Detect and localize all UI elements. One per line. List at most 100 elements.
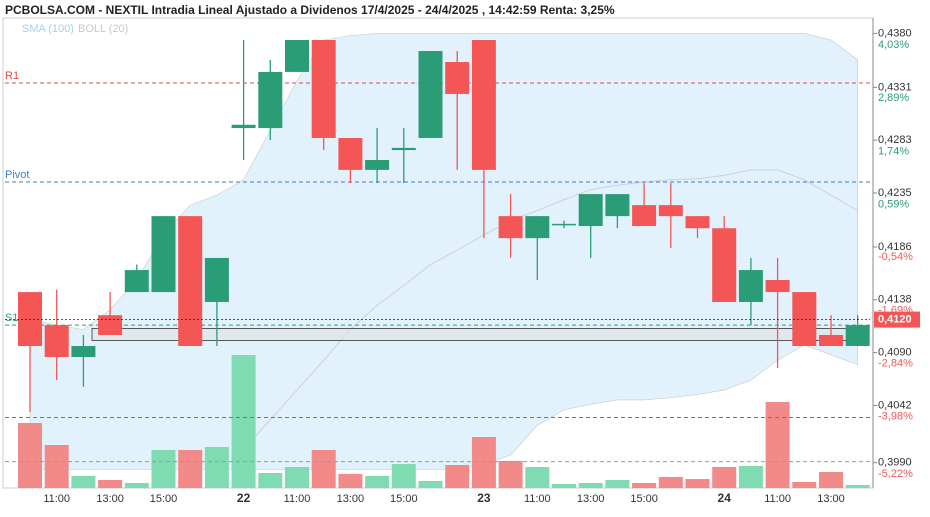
y2-tick-label: 4,03%: [878, 39, 909, 51]
candle-body: [471, 40, 496, 170]
volume-bar: [311, 450, 336, 488]
y2-tick-label: 0,59%: [878, 199, 909, 211]
y-tick-label: 0,4380: [878, 27, 912, 39]
candle-body: [418, 51, 443, 138]
volume-bar: [44, 445, 69, 488]
y-tick-label: 0,4042: [878, 399, 912, 411]
volume-bar: [98, 480, 123, 488]
y2-tick-label: -2,84%: [878, 358, 913, 370]
candle-body: [525, 216, 550, 239]
chart-title: PCBOLSA.COM - NEXTIL Intradia Lineal Aju…: [5, 3, 615, 17]
x-tick-label: 11:00: [524, 493, 551, 505]
level-label: S1: [5, 312, 18, 324]
x-tick-label: 11:00: [43, 493, 70, 505]
volume-bar: [819, 472, 843, 488]
candle-body: [445, 62, 470, 94]
candle-body: [231, 124, 256, 129]
candle-body: [552, 223, 576, 226]
y-tick-label: 0,3990: [878, 457, 912, 469]
level-label: Pivot: [5, 169, 29, 181]
candle-body: [738, 270, 763, 302]
volume-bar: [231, 355, 256, 488]
volume-bar: [471, 437, 496, 488]
y2-tick-label: -3,98%: [878, 410, 913, 422]
volume-bar: [845, 485, 870, 488]
candle-body: [685, 216, 710, 229]
y-tick-label: 0,4331: [878, 81, 912, 93]
x-tick-label: 24: [718, 491, 732, 505]
volume-bar: [685, 479, 710, 488]
legend-boll: BOLL (20): [78, 23, 128, 35]
volume-bar: [258, 473, 283, 488]
volume-bar: [632, 483, 657, 488]
volume-bar: [18, 423, 42, 488]
volume-bar: [285, 467, 309, 488]
candle-body: [658, 205, 683, 217]
y-tick-label: 0,4186: [878, 241, 912, 253]
candle-body: [258, 71, 283, 129]
legend-sma: SMA (100): [22, 23, 74, 35]
x-tick-label: 11:00: [764, 493, 791, 505]
volume-bar: [391, 464, 416, 488]
volume-bar: [204, 447, 229, 488]
candle-body: [178, 216, 203, 347]
volume-bar: [365, 476, 390, 488]
x-tick-label: 15:00: [390, 493, 418, 505]
candle-body: [98, 315, 123, 336]
candle-body: [605, 194, 630, 217]
volume-bar: [525, 467, 550, 488]
volume-bar: [151, 450, 176, 488]
candle-body: [578, 194, 603, 227]
level-label: R1: [5, 70, 19, 82]
y-tick-label: 0,4138: [878, 294, 912, 306]
volume-bar: [658, 477, 683, 488]
y-tick-label: 0,4090: [878, 347, 912, 359]
price-zone: [91, 327, 867, 341]
candle-body: [365, 159, 390, 170]
volume-bar: [124, 483, 149, 488]
candle-body: [712, 228, 737, 302]
candle-body: [819, 335, 843, 347]
y2-tick-label: -0,54%: [878, 251, 913, 263]
y2-tick-label: -5,22%: [878, 468, 913, 480]
volume-bar: [71, 476, 96, 488]
volume-bar: [552, 484, 576, 488]
y-tick-label: 0,4235: [878, 187, 912, 199]
candle-body: [18, 292, 42, 347]
x-tick-label: 15:00: [150, 493, 178, 505]
x-tick-label: 11:00: [284, 493, 311, 505]
y-tick-label: 0,4283: [878, 134, 912, 146]
candle-body: [632, 205, 657, 227]
candle-body: [204, 257, 229, 302]
x-tick-label: 23: [477, 491, 491, 505]
candle-body: [792, 292, 817, 347]
last-price-box: [874, 311, 920, 328]
candle-body: [124, 270, 149, 293]
volume-bar: [578, 483, 603, 488]
y2-tick-label: 2,89%: [878, 92, 909, 104]
x-tick-label: 22: [237, 491, 251, 505]
candle-body: [765, 279, 790, 293]
volume-bar: [498, 461, 523, 488]
volume-bar: [712, 467, 737, 488]
candle-body: [71, 346, 96, 358]
candle-body: [44, 325, 69, 358]
volume-bar: [418, 481, 443, 488]
candle-body: [285, 40, 309, 72]
candle-body: [338, 137, 363, 170]
x-tick-label: 13:00: [817, 493, 845, 505]
candle-body: [845, 325, 870, 347]
volume-bar: [738, 466, 763, 488]
x-tick-label: 13:00: [577, 493, 605, 505]
volume-bar: [338, 474, 363, 488]
volume-bar: [792, 482, 817, 488]
x-tick-label: 15:00: [630, 493, 658, 505]
volume-bar: [445, 465, 470, 488]
candle-body: [498, 216, 523, 239]
x-tick-label: 13:00: [96, 493, 124, 505]
volume-bar: [765, 402, 790, 488]
candle-body: [391, 147, 416, 151]
x-tick-label: 13:00: [337, 493, 365, 505]
